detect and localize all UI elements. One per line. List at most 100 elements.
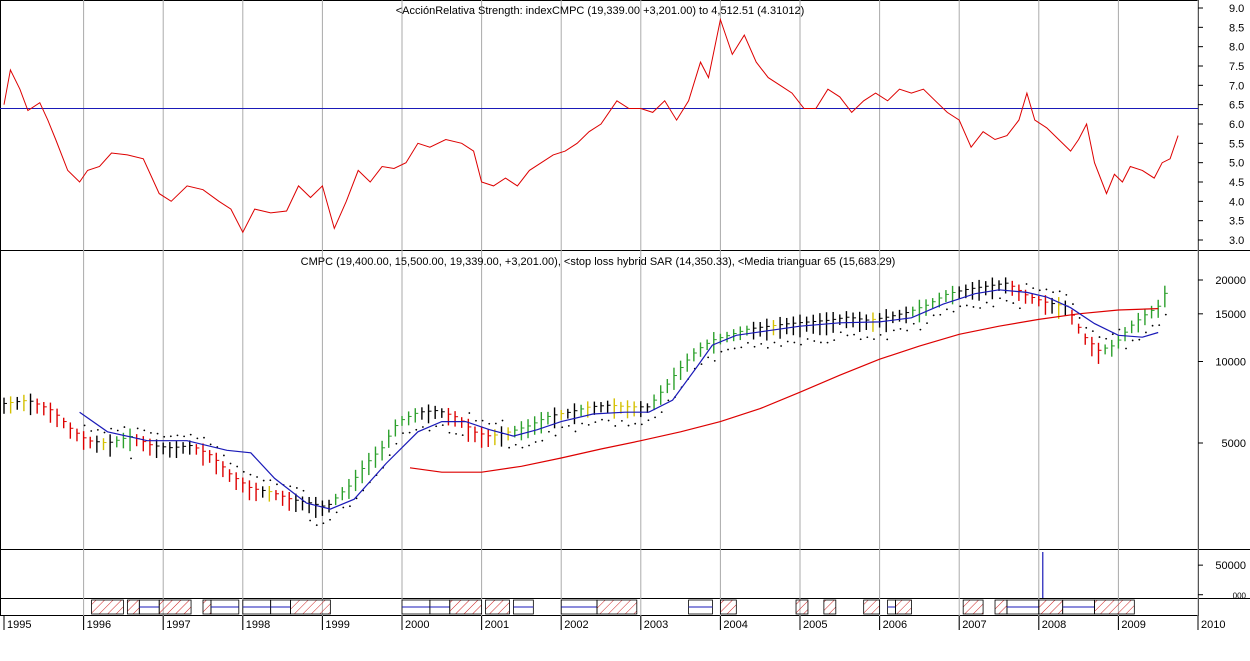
- sar-dot: [508, 446, 511, 449]
- sar-dot: [183, 435, 186, 438]
- sar-dot: [959, 305, 962, 308]
- signal-hatch-segment: [994, 599, 1008, 615]
- sar-dot: [223, 454, 225, 457]
- sar-dot: [906, 329, 909, 332]
- x-axis-year-labels: 1995 1996 1997 1998 1999 2000 2001 2002 2003 2004…: [3, 616, 1225, 631]
- sar-dot: [1138, 338, 1141, 341]
- sar-dot: [700, 363, 703, 366]
- sar-dot: [196, 437, 199, 440]
- sar-dot: [786, 340, 789, 343]
- sar-dot: [773, 341, 776, 344]
- sar-dot: [249, 473, 252, 476]
- year-label: 1998: [246, 619, 270, 631]
- sar-dot: [866, 336, 869, 339]
- sar-dot: [899, 328, 902, 330]
- sar-dot: [1012, 302, 1015, 304]
- signal-hatch-segment: [795, 599, 809, 615]
- sar-dot: [1085, 326, 1088, 329]
- sar-dot: [455, 432, 457, 435]
- sar-dot: [826, 341, 829, 344]
- sar-dot: [1118, 328, 1121, 331]
- price-tick-label: 20000: [1215, 275, 1246, 287]
- year-gridlines: [83, 0, 1199, 630]
- sar-dot: [766, 346, 769, 349]
- sar-dot: [601, 418, 603, 421]
- rs-tick-label: 3.5: [1229, 216, 1244, 228]
- sar-dot: [302, 489, 305, 492]
- sar-dot: [707, 356, 710, 359]
- sar-dot: [780, 345, 782, 347]
- sar-dot: [760, 342, 763, 345]
- sar-dot: [342, 506, 345, 509]
- sar-dot: [130, 457, 132, 460]
- signal-hatch-segment: [449, 599, 483, 615]
- sar-dot: [541, 439, 544, 442]
- sar-dot: [96, 428, 99, 431]
- sar-dot: [820, 341, 822, 344]
- sar-dot: [567, 424, 570, 427]
- signal-hatch-segment: [485, 599, 510, 615]
- sar-dot: [461, 434, 464, 437]
- sar-curve-line: [79, 289, 1159, 510]
- sar-dot: [1065, 293, 1068, 296]
- sar-dot: [402, 432, 404, 435]
- sar-dot: [242, 470, 245, 473]
- sar-dot: [886, 338, 889, 341]
- signal-hatch-segment: [158, 599, 192, 615]
- sar-dot: [501, 419, 504, 422]
- sar-dot: [169, 435, 172, 438]
- sar-dot: [349, 505, 351, 508]
- sar-dot: [1131, 339, 1134, 342]
- signal-hatch-segment: [962, 599, 984, 615]
- sar-dot: [475, 419, 477, 422]
- sar-dot: [408, 431, 411, 434]
- sar-dot: [647, 419, 650, 422]
- sar-dot: [528, 444, 530, 447]
- sar-dot: [90, 430, 93, 432]
- sar-dot: [1058, 290, 1061, 293]
- sar-dot: [594, 421, 597, 424]
- year-label: 2004: [723, 619, 747, 631]
- sar-dot: [103, 431, 106, 434]
- sar-dot: [939, 313, 942, 316]
- year-label: 2008: [1042, 619, 1066, 631]
- sar-dot: [581, 422, 583, 425]
- price-tick-label: 15000: [1215, 309, 1246, 321]
- rs-series-line: [3, 17, 1179, 234]
- year-label: 2003: [644, 619, 668, 631]
- rs-tick-label: 3.0: [1229, 235, 1244, 247]
- price-axis-ticks: 20000 15000 10000 5000: [1198, 275, 1246, 450]
- sar-dot: [309, 519, 312, 522]
- signal-hatch-segment: [863, 599, 880, 615]
- sar-dot: [136, 427, 139, 430]
- rs-tick-label: 4.5: [1229, 177, 1244, 189]
- sar-dot: [999, 297, 1001, 300]
- sar-dot: [163, 435, 166, 438]
- sar-dot: [833, 339, 836, 342]
- signal-hatch-segment: [823, 599, 837, 615]
- sar-dot: [720, 350, 723, 353]
- sar-dot: [448, 431, 451, 434]
- sar-dot: [972, 306, 975, 308]
- sar-dot: [415, 428, 418, 431]
- sar-dot: [1072, 303, 1074, 305]
- sar-dot: [561, 426, 564, 429]
- price-panel-title: CMPC (19,400.00, 15,500.00, 19,339.00, +…: [301, 256, 896, 268]
- sar-dot: [123, 426, 126, 428]
- sar-dot: [269, 479, 272, 482]
- sar-dot: [607, 419, 610, 422]
- sar-dot: [236, 465, 239, 468]
- year-label: 2009: [1121, 619, 1145, 631]
- sar-dot: [116, 429, 119, 432]
- rs-tick-label: 8.0: [1229, 42, 1244, 54]
- sar-dot: [229, 462, 232, 465]
- year-label: 1995: [7, 619, 31, 631]
- sar-dot: [289, 485, 292, 488]
- year-label: 2002: [564, 619, 588, 631]
- sar-dot: [441, 424, 444, 427]
- rs-axis-ticks: 9.0 8.5 8.0 7.5 7.0 6.5 6.0 5.5 5.0 4.5 4.0 3.5 3.0: [1198, 3, 1244, 247]
- rs-tick-label: 7.5: [1229, 61, 1244, 73]
- volume-axis-ticks: 50000 000: [1198, 560, 1247, 601]
- sar-dot: [1125, 347, 1127, 350]
